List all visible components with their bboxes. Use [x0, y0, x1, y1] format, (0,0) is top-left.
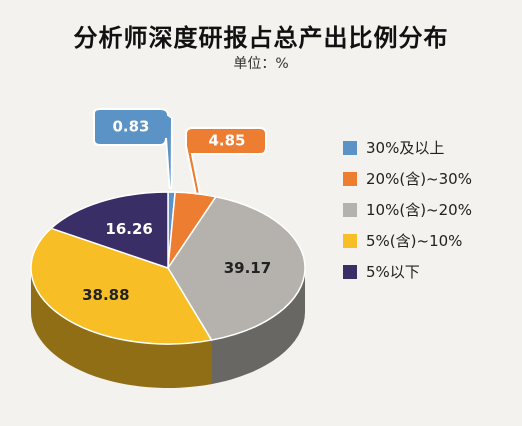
data-label: 38.88 — [82, 286, 129, 304]
legend-swatch — [343, 140, 357, 155]
legend-item-10-20: 10%(含)~20% — [343, 194, 472, 225]
legend-swatch — [343, 202, 357, 217]
callout-box-20-30 — [185, 127, 267, 195]
chart-title: 分析师深度研报占总产出比例分布 — [73, 24, 449, 52]
slice-side — [31, 268, 212, 389]
legend-item-20-30: 20%(含)~30% — [343, 163, 472, 194]
pie-slice — [30, 227, 213, 345]
data-label: 39.17 — [224, 259, 271, 277]
legend-label: 30%及以上 — [366, 139, 445, 157]
legend-label: 20%(含)~30% — [366, 170, 472, 188]
legend-item-5-10: 5%(含)~10% — [343, 225, 472, 256]
unit-label: 单位：% — [233, 56, 289, 72]
legend-label: 10%(含)~20% — [366, 201, 472, 219]
pie-slice — [167, 196, 306, 341]
legend-label: 5%(含)~10% — [366, 232, 463, 250]
legend-item-30-plus: 30%及以上 — [343, 132, 472, 163]
pie-slice — [50, 191, 169, 269]
data-label: 0.83 — [112, 118, 149, 136]
data-label: 4.85 — [208, 132, 245, 150]
legend-swatch — [343, 233, 357, 248]
data-label: 16.26 — [105, 220, 152, 238]
legend-swatch — [343, 264, 357, 279]
legend-label: 5%以下 — [366, 263, 420, 281]
legend-swatch — [343, 171, 357, 186]
callout-box-30-plus — [93, 108, 174, 190]
legend-item-below-5: 5%以下 — [343, 256, 472, 287]
legend: 30%及以上 20%(含)~30% 10%(含)~20% 5%(含)~10% 5… — [343, 132, 472, 287]
